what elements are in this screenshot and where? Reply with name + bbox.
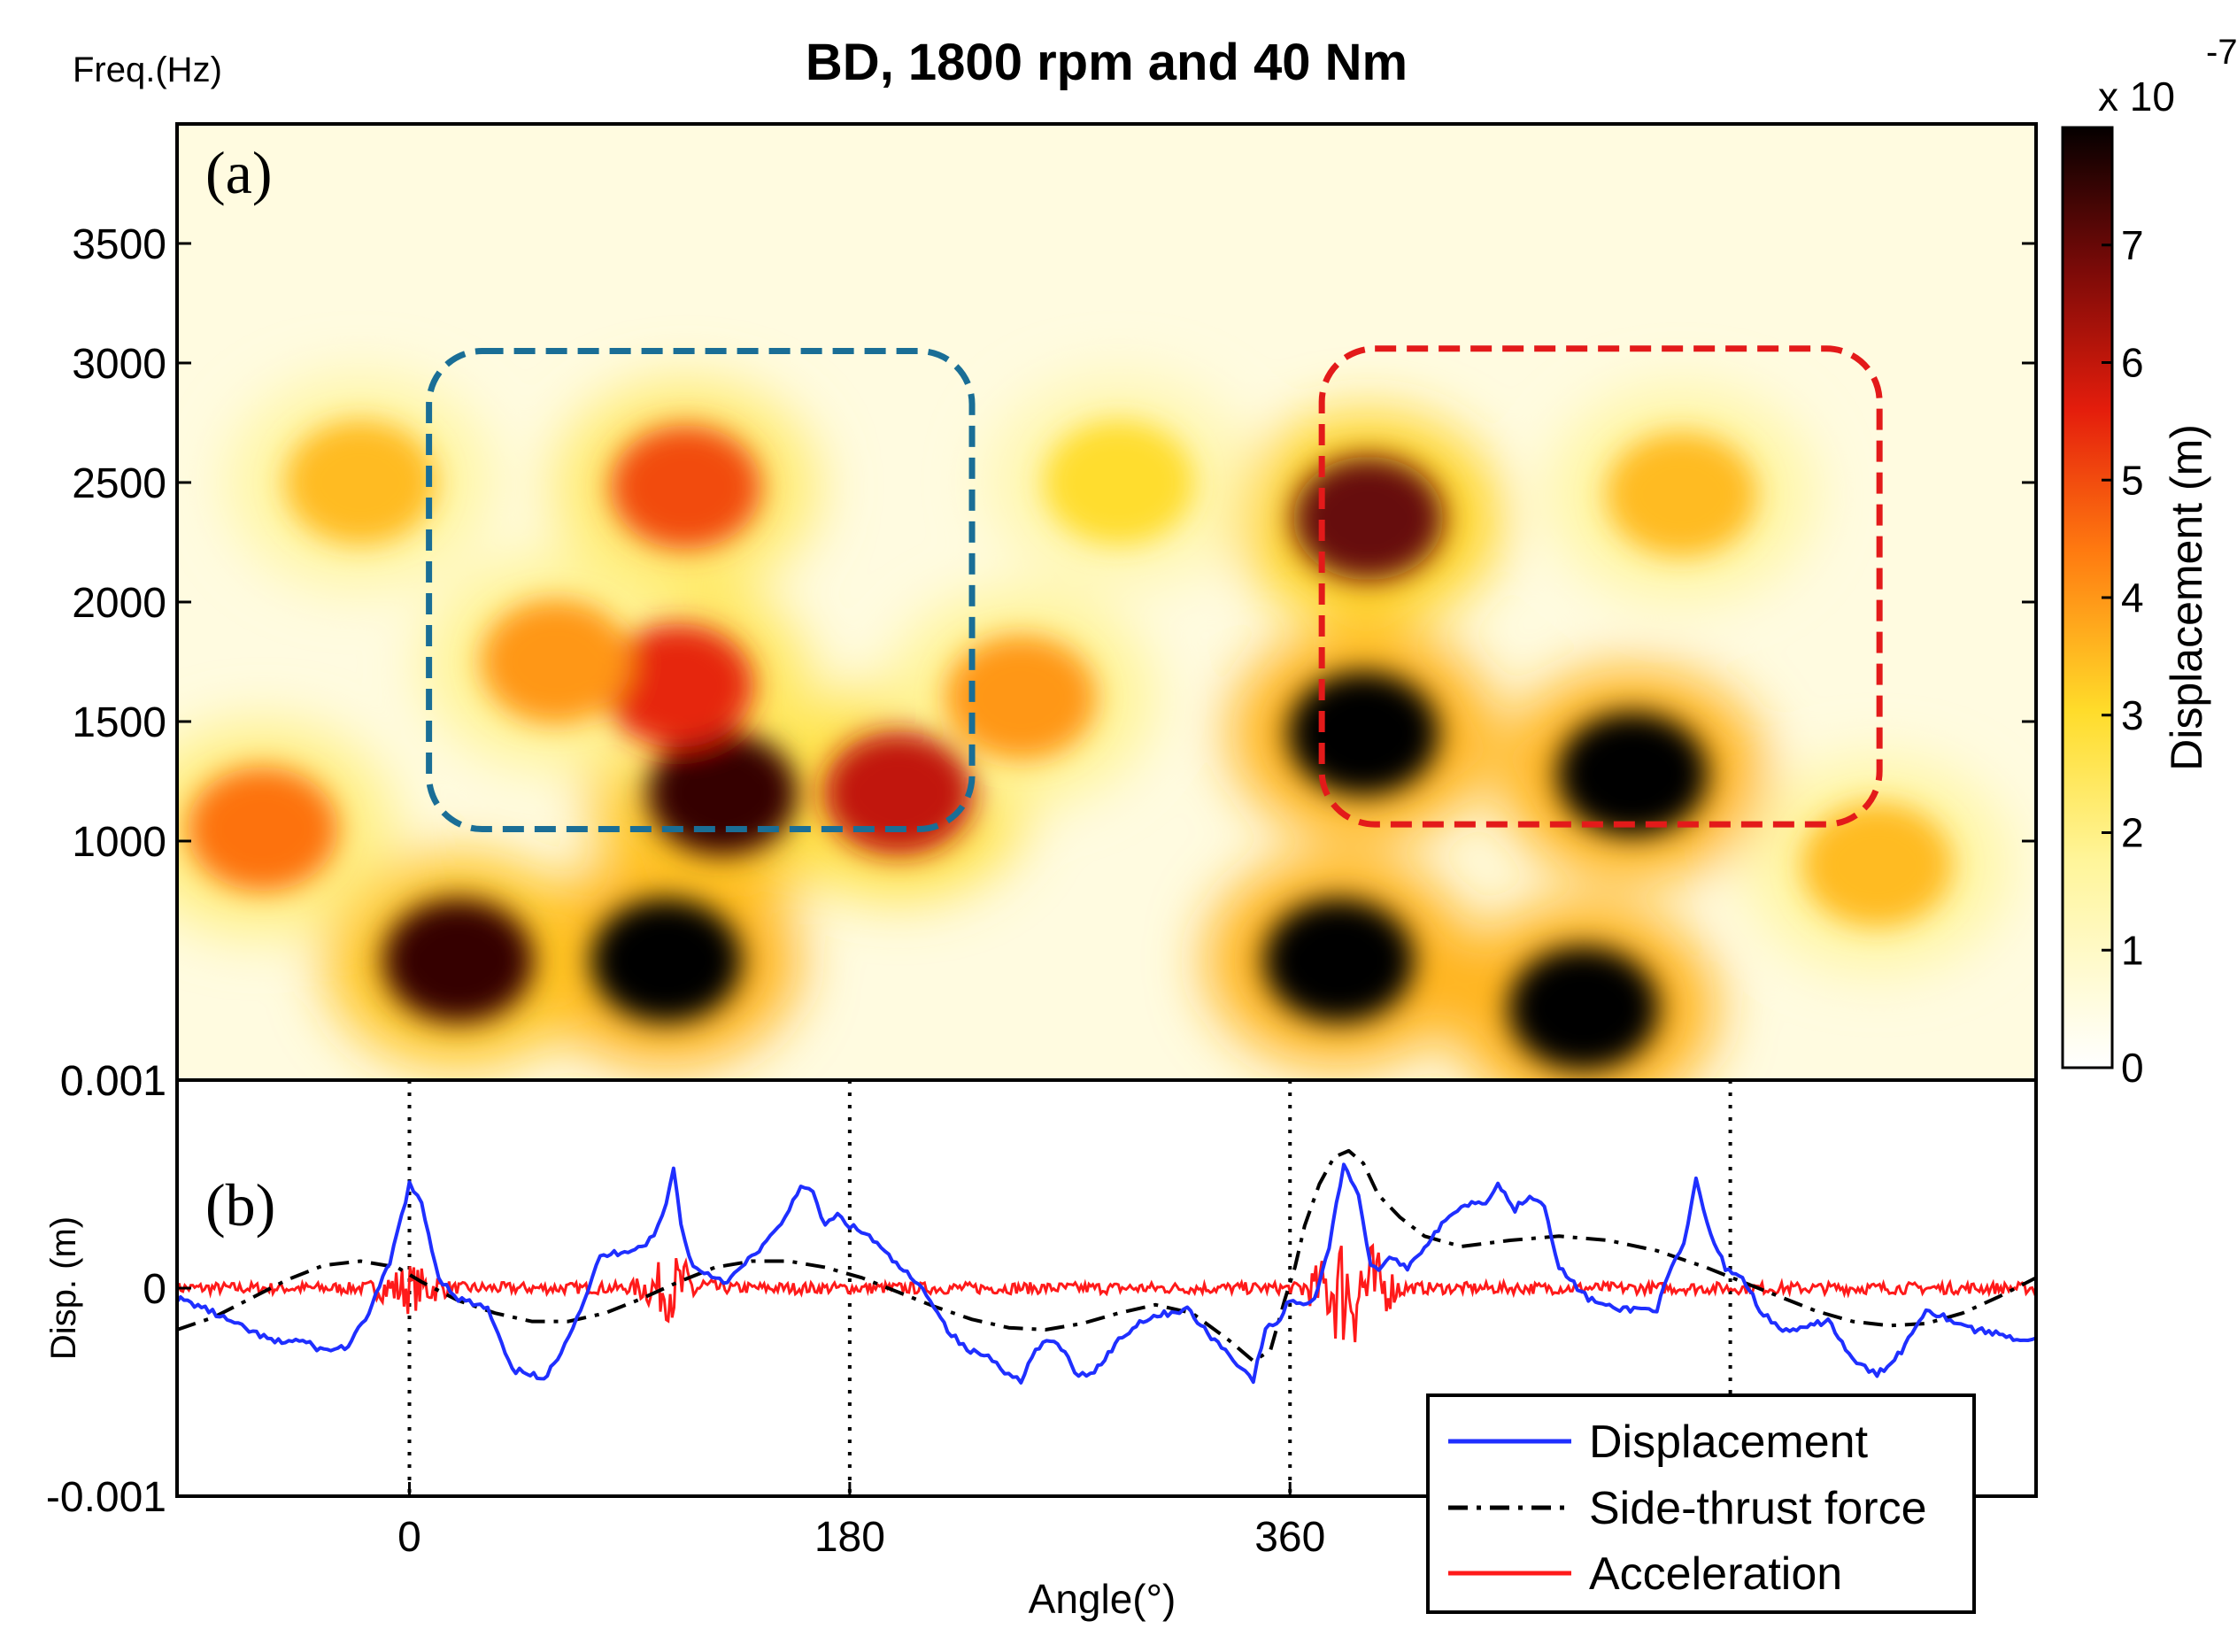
b-ytick-label-2: 0.001 bbox=[60, 1058, 166, 1105]
blue-region bbox=[426, 348, 976, 833]
cb-tick-label-4: 4 bbox=[2121, 575, 2144, 621]
b-xtick-label-2: 360 bbox=[1254, 1514, 1325, 1561]
legend-box bbox=[1426, 1393, 1976, 1614]
colorbar-exponent-power: -7 bbox=[2206, 33, 2237, 72]
y-axis-label-freq: Freq.(Hz) bbox=[73, 50, 222, 89]
series-displacement bbox=[177, 1162, 2036, 1385]
cb-tick-label-1: 1 bbox=[2121, 927, 2144, 973]
cb-tick-label-5: 5 bbox=[2121, 457, 2144, 503]
red-region bbox=[1318, 345, 1883, 828]
y-axis-label-disp: Disp. (m) bbox=[44, 1216, 83, 1360]
heat-spot-14 bbox=[1043, 421, 1194, 545]
heat-spot-17 bbox=[187, 767, 338, 892]
heat-spot-11 bbox=[1557, 712, 1709, 837]
cb-tick-label-0: 0 bbox=[2121, 1045, 2144, 1091]
chart-title: BD, 1800 rpm and 40 Nm bbox=[806, 34, 1408, 91]
b-xtick-label-0: 0 bbox=[397, 1514, 421, 1561]
legend: Displacement Side-thrust force Accelerat… bbox=[1426, 1393, 1976, 1614]
heat-spot-0 bbox=[590, 899, 742, 1023]
heatmap-panel: (a) 0.001 1000 1500 2000 2500 3000 3500 bbox=[60, 122, 2038, 1105]
colorbar: 0 1 2 3 4 5 6 7 x 10 -7 Displacement (m) bbox=[2061, 33, 2237, 1091]
a-ytick-label-2: 1500 bbox=[72, 699, 166, 746]
legend-label-acceleration: Acceleration bbox=[1589, 1548, 1842, 1600]
heat-spot-3 bbox=[823, 731, 975, 856]
panel-a-label: (a) bbox=[205, 139, 272, 206]
heat-spot-10 bbox=[1288, 671, 1439, 796]
cb-tick-label-3: 3 bbox=[2121, 692, 2144, 738]
legend-label-side-thrust: Side-thrust force bbox=[1589, 1483, 1927, 1534]
b-ytick-label-1: 0 bbox=[143, 1266, 166, 1313]
colorbar-label: Displacement (m) bbox=[2162, 424, 2211, 771]
heat-spot-12 bbox=[1292, 456, 1444, 581]
heat-spot-6 bbox=[481, 599, 632, 724]
cb-tick-label-7: 7 bbox=[2121, 222, 2144, 268]
heat-spot-4 bbox=[603, 623, 754, 748]
heat-spot-9 bbox=[1508, 946, 1659, 1071]
heat-spot-2 bbox=[647, 731, 798, 856]
x-axis-label: Angle(°) bbox=[1029, 1576, 1176, 1622]
a-ytick-label-6: 3500 bbox=[72, 221, 166, 268]
heat-spot-7 bbox=[285, 421, 436, 545]
heat-spot-5 bbox=[610, 425, 761, 550]
a-ytick-label-1: 1000 bbox=[72, 819, 166, 866]
a-ytick-label-0: 0.001 bbox=[60, 1058, 166, 1105]
series-acceleration bbox=[177, 1243, 2036, 1343]
cb-tick-label-6: 6 bbox=[2121, 340, 2144, 386]
cb-tick-label-2: 2 bbox=[2121, 810, 2144, 856]
line-panel: (b) 0 180 360 -0.001 0 0.001 Disp. (m) Angle(… bbox=[44, 1058, 2038, 1622]
heat-core-group bbox=[187, 421, 1953, 1071]
legend-label-displacement: Displacement bbox=[1589, 1417, 1869, 1468]
panel-b-label: (b) bbox=[205, 1171, 275, 1239]
heat-spot-16 bbox=[1801, 803, 1953, 928]
heat-spot-8 bbox=[1263, 899, 1415, 1023]
b-ytick-label-0: -0.001 bbox=[46, 1474, 166, 1521]
heat-spot-1 bbox=[382, 899, 534, 1023]
heat-spot-15 bbox=[945, 636, 1097, 760]
a-ytick-label-4: 2500 bbox=[72, 460, 166, 507]
a-ytick-label-3: 2000 bbox=[72, 580, 166, 627]
b-xtick-label-1: 180 bbox=[814, 1514, 885, 1561]
heat-spot-13 bbox=[1606, 432, 1757, 557]
a-ytick-label-5: 3000 bbox=[72, 341, 166, 388]
colorbar-exponent: x 10 bbox=[2098, 73, 2175, 120]
